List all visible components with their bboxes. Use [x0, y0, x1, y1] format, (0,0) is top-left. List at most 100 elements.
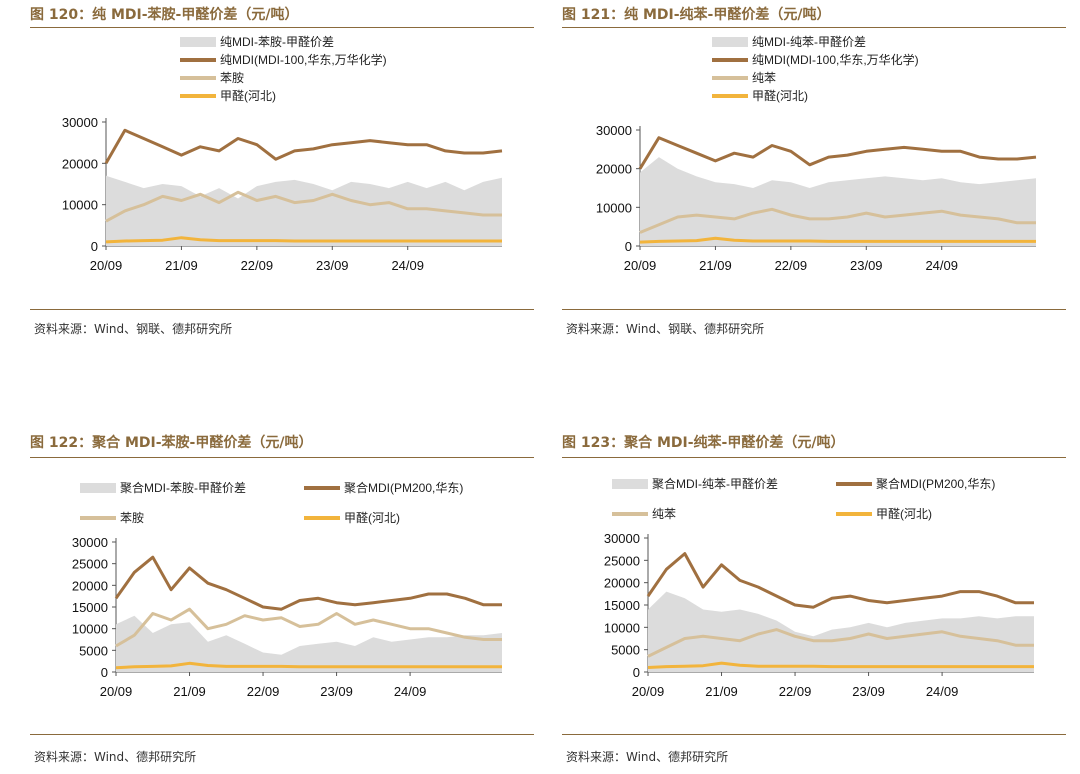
legend-label: 聚合MDI(PM200,华东) [344, 480, 463, 495]
title-rule [30, 457, 534, 458]
x-tick-label: 24/09 [925, 258, 958, 273]
figure-122: 图 122：聚合 MDI-苯胺-甲醛价差（元/吨） 聚合MDI-苯胺-甲醛价差 聚… [30, 428, 534, 774]
x-tick-label: 20/09 [100, 684, 133, 699]
series-area [640, 157, 1036, 246]
y-tick-label: 0 [91, 239, 98, 254]
y-tick-label: 10000 [62, 198, 98, 213]
y-tick-label: 20000 [596, 162, 632, 177]
y-tick-label: 20000 [604, 576, 640, 591]
series-line [104, 128, 503, 165]
figure-121: 图 121：纯 MDI-纯苯-甲醛价差（元/吨） 纯MDI-纯苯-甲醛价差纯MD… [562, 0, 1066, 345]
legend-swatch-area [80, 483, 116, 493]
source-note: 资料来源：Wind、钢联、德邦研究所 [566, 322, 765, 336]
x-tick-label: 21/09 [699, 258, 732, 273]
source-rule [30, 734, 534, 735]
legend-item: 纯苯 [612, 507, 676, 521]
series-line [114, 555, 502, 611]
series-line [639, 236, 1036, 244]
chart-svg: 聚合MDI-纯苯-甲醛价差 聚合MDI(PM200,华东) 纯苯 甲醛(河北) 0 500… [604, 476, 1034, 699]
series-area [648, 591, 1034, 672]
y-tick-label: 25000 [72, 557, 108, 572]
legend-item: 纯MDI(MDI-100,华东,万华化学) [712, 52, 919, 67]
y-tick-label: 25000 [604, 553, 640, 568]
legend-label: 聚合MDI-纯苯-甲醛价差 [652, 476, 778, 491]
y-tick-label: 20000 [72, 578, 108, 593]
y-tick-label: 15000 [604, 598, 640, 613]
x-tick-label: 22/09 [775, 258, 808, 273]
legend-label: 甲醛(河北) [876, 506, 932, 521]
legend-label: 苯胺 [220, 71, 244, 85]
figure-title: 图 123：聚合 MDI-纯苯-甲醛价差（元/吨） [562, 435, 845, 451]
legend-item: 苯胺 [80, 511, 144, 525]
chart-area: 聚合MDI-纯苯-甲醛价差 聚合MDI(PM200,华东) 纯苯 甲醛(河北) 0 500… [562, 460, 1066, 730]
x-tick-label: 24/09 [391, 258, 424, 273]
legend-label: 聚合MDI-苯胺-甲醛价差 [120, 480, 246, 495]
x-tick-label: 23/09 [320, 684, 353, 699]
x-tick-label: 22/09 [247, 684, 280, 699]
y-tick-label: 0 [633, 665, 640, 680]
x-tick-label: 23/09 [316, 258, 349, 273]
series-line [115, 661, 502, 670]
legend-item: 甲醛(河北) [712, 88, 808, 103]
source-rule [562, 734, 1066, 735]
legend-label: 甲醛(河北) [752, 88, 808, 103]
legend-item: 甲醛(河北) [180, 88, 276, 103]
figure-120: 图 120：纯 MDI-苯胺-甲醛价差（元/吨） 纯MDI-苯胺-甲醛价差 纯MD… [30, 0, 534, 345]
legend-item: 聚合MDI-纯苯-甲醛价差 [612, 476, 778, 491]
legend-item: 甲醛(河北) [304, 510, 400, 525]
legend-item: 甲醛(河北) [836, 506, 932, 521]
legend-item: 聚合MDI(PM200,华东) [304, 480, 463, 495]
legend-label: 纯MDI(MDI-100,华东,万华化学) [752, 52, 919, 67]
legend-item: 纯MDI-苯胺-甲醛价差 [180, 34, 334, 49]
source-note: 资料来源：Wind、德邦研究所 [34, 750, 197, 764]
x-tick-label: 21/09 [165, 258, 198, 273]
x-tick-label: 22/09 [241, 258, 274, 273]
chart-svg: 聚合MDI-苯胺-甲醛价差 聚合MDI(PM200,华东) 苯胺 甲醛(河北) 0 500… [72, 480, 502, 699]
legend-item: 纯MDI(MDI-100,华东,万华化学) [180, 52, 387, 67]
figure-title: 图 121：纯 MDI-纯苯-甲醛价差（元/吨） [562, 7, 831, 23]
x-tick-label: 24/09 [394, 684, 427, 699]
series-line [647, 661, 1034, 669]
series-line [105, 190, 502, 223]
y-tick-label: 0 [101, 665, 108, 680]
source-note: 资料来源：Wind、钢联、德邦研究所 [34, 322, 233, 336]
y-tick-label: 10000 [604, 620, 640, 635]
series-area [116, 615, 502, 672]
x-tick-label: 24/09 [926, 684, 959, 699]
legend-item: 纯MDI-纯苯-甲醛价差 [712, 34, 866, 49]
legend-label: 甲醛(河北) [220, 88, 276, 103]
legend-label: 纯MDI(MDI-100,华东,万华化学) [220, 52, 387, 67]
x-tick-label: 20/09 [90, 258, 123, 273]
series-line [115, 607, 502, 648]
series-line [646, 552, 1034, 609]
series-area [106, 175, 502, 246]
figure-title: 图 122：聚合 MDI-苯胺-甲醛价差（元/吨） [30, 435, 313, 451]
chart-area: 纯MDI-苯胺-甲醛价差纯MDI(MDI-100,华东,万华化学) 苯胺甲醛(河北… [30, 30, 534, 306]
y-tick-label: 30000 [72, 535, 108, 550]
x-tick-label: 20/09 [632, 684, 665, 699]
y-tick-label: 30000 [604, 531, 640, 546]
x-tick-label: 22/09 [779, 684, 812, 699]
x-tick-label: 21/09 [705, 684, 738, 699]
y-tick-label: 10000 [596, 200, 632, 215]
legend-label: 纯MDI-纯苯-甲醛价差 [752, 34, 866, 49]
legend-item: 聚合MDI(PM200,华东) [836, 476, 995, 491]
y-tick-label: 10000 [72, 622, 108, 637]
x-tick-label: 23/09 [852, 684, 885, 699]
x-tick-label: 21/09 [173, 684, 206, 699]
legend-label: 纯苯 [652, 507, 676, 521]
series-line [105, 236, 502, 244]
source-rule [30, 309, 534, 310]
legend-swatch-area [612, 479, 648, 489]
legend-label: 甲醛(河北) [344, 510, 400, 525]
y-tick-label: 5000 [611, 643, 640, 658]
x-tick-label: 23/09 [850, 258, 883, 273]
series-line [638, 136, 1037, 170]
figure-123: 图 123：聚合 MDI-纯苯-甲醛价差（元/吨） 聚合MDI-纯苯-甲醛价差聚… [562, 428, 1066, 774]
title-rule [562, 457, 1066, 458]
legend-item: 苯胺 [180, 71, 244, 85]
legend-label: 苯胺 [120, 511, 144, 525]
series-line [639, 207, 1036, 234]
figure-title: 图 120：纯 MDI-苯胺-甲醛价差（元/吨） [30, 7, 299, 23]
